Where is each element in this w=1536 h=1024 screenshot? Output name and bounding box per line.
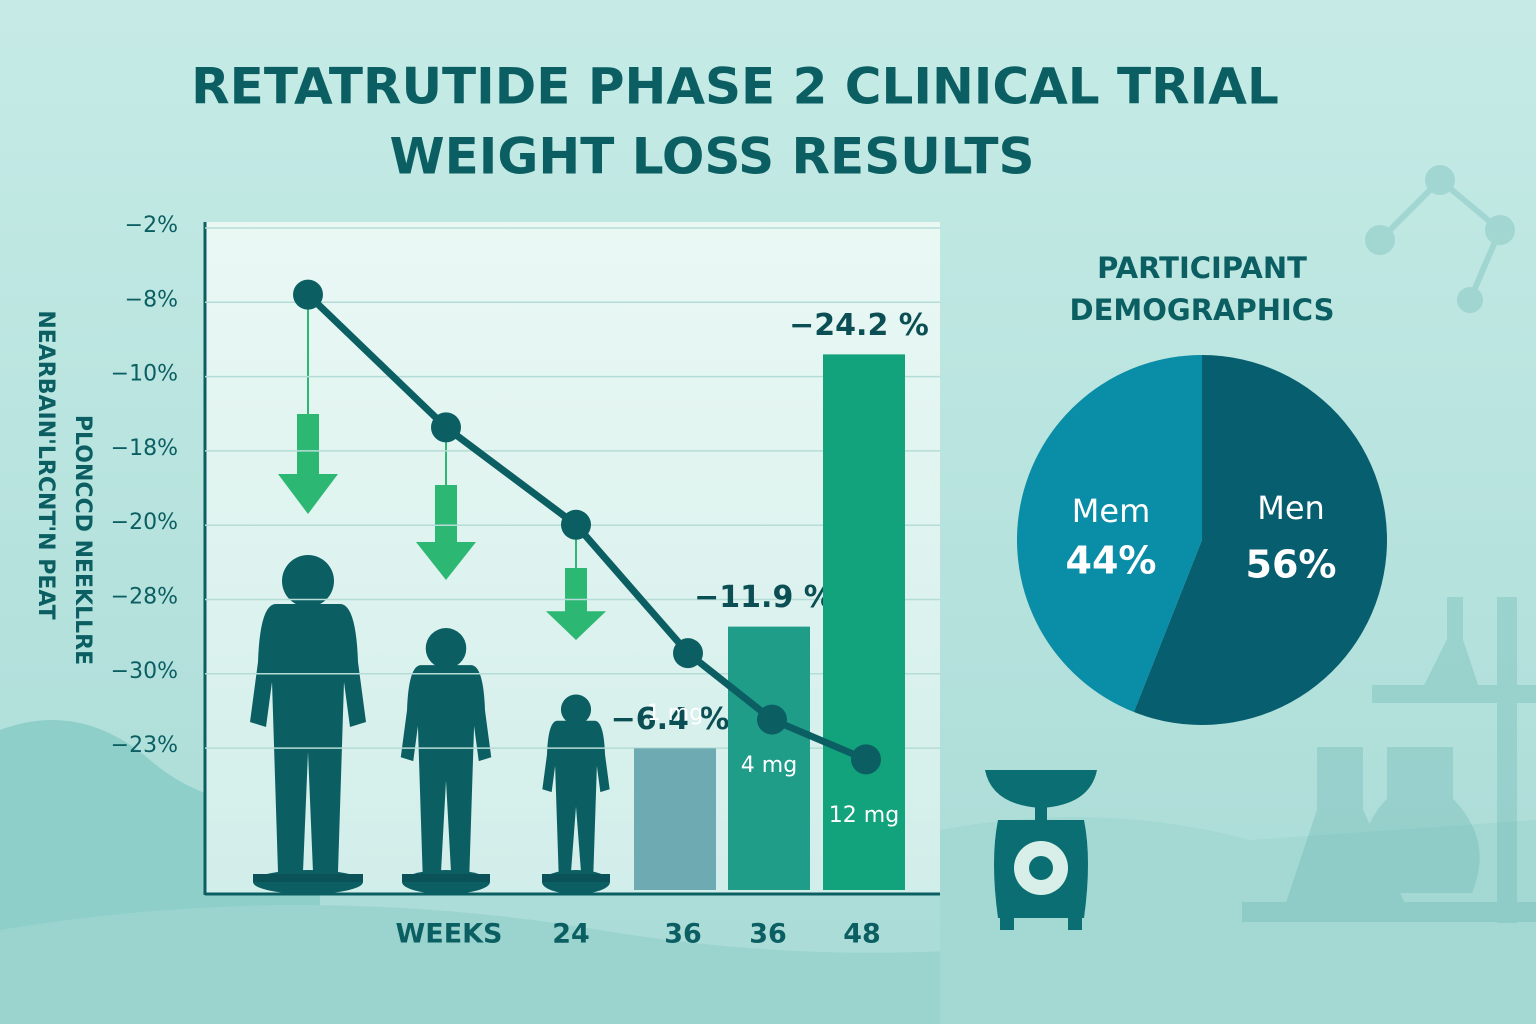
trend-line bbox=[305, 292, 868, 763]
pie-slice bbox=[1016, 355, 1202, 713]
line-point bbox=[757, 704, 787, 735]
bar bbox=[728, 626, 810, 890]
y-tick-label: −18% bbox=[111, 436, 178, 461]
slice-label: Men bbox=[1257, 489, 1325, 527]
scale-icon bbox=[985, 770, 1097, 930]
down-arrow bbox=[416, 485, 476, 580]
line-point bbox=[673, 638, 703, 669]
slice-value: 56% bbox=[1246, 543, 1337, 587]
figure-head bbox=[282, 555, 334, 607]
y-tick-label: −28% bbox=[111, 585, 178, 610]
figure-head bbox=[425, 628, 467, 669]
pie-title: PARTICIPANT bbox=[1097, 251, 1307, 285]
line-point bbox=[561, 509, 591, 540]
down-arrow bbox=[546, 568, 606, 640]
y-tick-label: −10% bbox=[111, 362, 178, 387]
x-tick-label: 48 bbox=[843, 919, 881, 950]
slice-label: Mem bbox=[1072, 492, 1150, 530]
y-tick-label: −30% bbox=[111, 659, 178, 684]
y-tick-label: −23% bbox=[111, 733, 178, 758]
lab-decor bbox=[1242, 165, 1536, 923]
value-label: −11.9 % bbox=[694, 580, 834, 615]
bar bbox=[634, 748, 716, 890]
y-axis-title: PLONCCD NEEKLLRE bbox=[70, 415, 95, 665]
bar-category: 4 mg bbox=[741, 753, 797, 778]
x-tick-label: WEEKS bbox=[395, 919, 502, 950]
figure-body bbox=[542, 720, 610, 872]
line-point bbox=[293, 279, 323, 310]
y-axis-title: NEARBAIN'LRCNT'N PEAT bbox=[33, 310, 58, 619]
bar bbox=[823, 354, 905, 891]
figure-body bbox=[250, 604, 366, 872]
hill bbox=[940, 817, 1536, 1024]
pie-title: DEMOGRAPHICS bbox=[1070, 293, 1335, 327]
bar-category: 1 mg bbox=[647, 701, 703, 726]
down-arrow bbox=[278, 414, 338, 514]
y-tick-label: −8% bbox=[125, 287, 178, 312]
slice-value: 44% bbox=[1066, 539, 1157, 583]
x-tick-label: 36 bbox=[749, 919, 787, 950]
line-point bbox=[431, 412, 461, 443]
bar-category: 12 mg bbox=[829, 803, 899, 828]
y-tick-label: −20% bbox=[111, 510, 178, 535]
pedestal bbox=[542, 874, 610, 882]
pedestal bbox=[253, 874, 363, 882]
figures bbox=[250, 294, 610, 894]
title-line: WEIGHT LOSS RESULTS bbox=[389, 128, 1034, 186]
value-label: −6.4 % bbox=[611, 702, 730, 737]
x-tick-label: 36 bbox=[664, 919, 702, 950]
line-point bbox=[851, 744, 881, 775]
pedestal bbox=[402, 874, 490, 882]
title-line: RETATRUTIDE PHASE 2 CLINICAL TRIAL bbox=[191, 58, 1279, 116]
x-tick-label: 24 bbox=[552, 919, 590, 950]
y-tick-label: −2% bbox=[125, 213, 178, 238]
figure-head bbox=[560, 694, 592, 725]
pie-slice bbox=[1133, 355, 1388, 725]
value-label: −24.2 % bbox=[789, 308, 929, 343]
figure-body bbox=[400, 665, 492, 872]
